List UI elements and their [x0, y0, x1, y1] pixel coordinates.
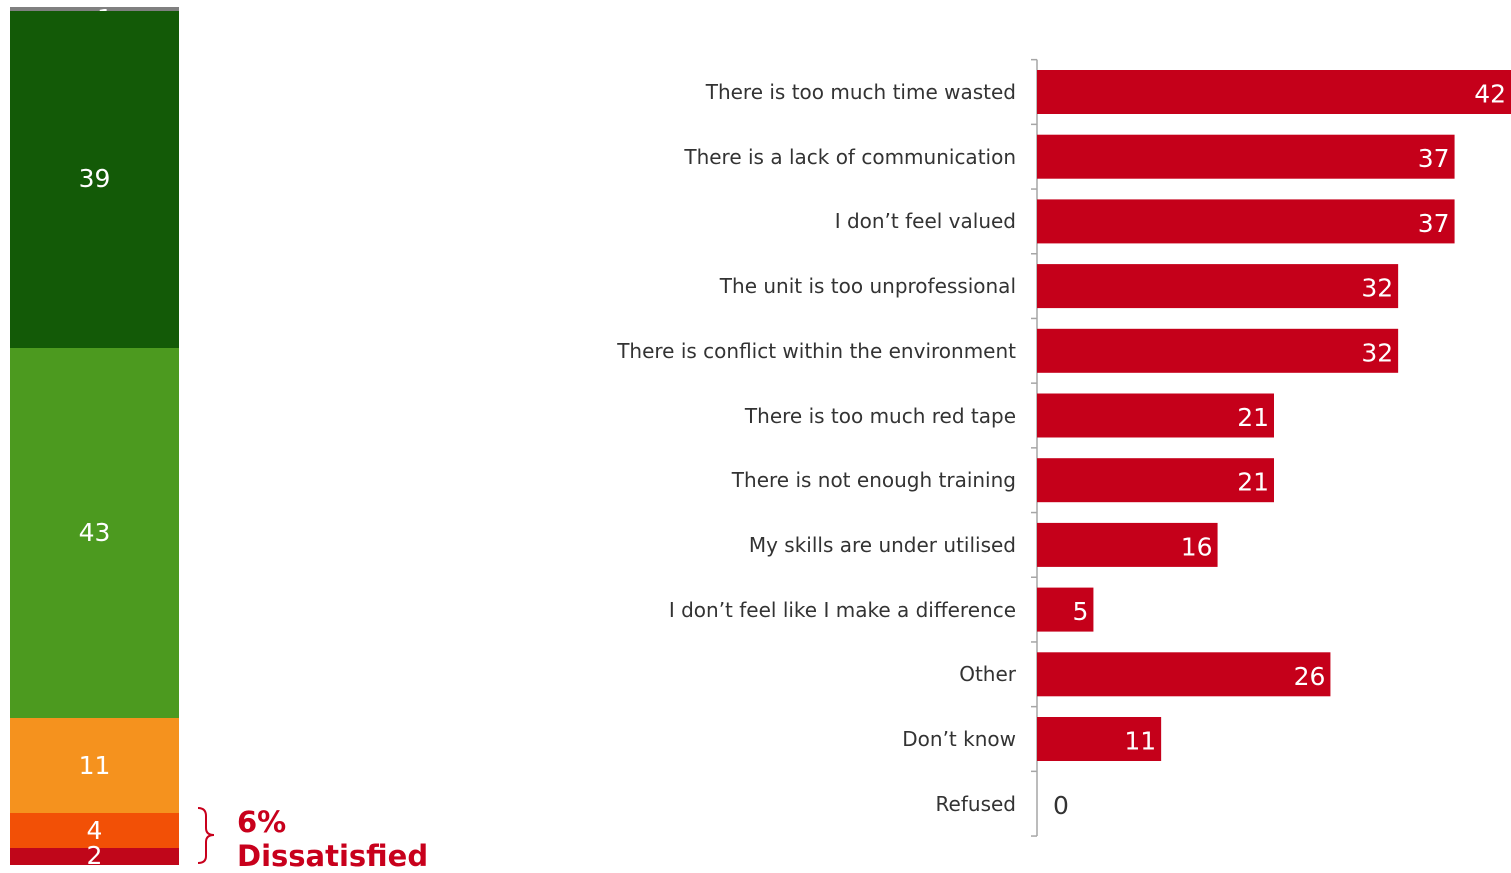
- stack-segment-label: 39: [78, 164, 111, 194]
- bar-value-label: 11: [1124, 727, 1156, 756]
- bar-value-label: 26: [1294, 662, 1326, 691]
- bar: [1037, 70, 1511, 114]
- stack-segment-label: 2: [86, 841, 103, 871]
- category-label: Don’t know: [902, 727, 1016, 751]
- bar-value-label: 37: [1418, 209, 1450, 238]
- bar-value-label: 42: [1474, 80, 1506, 109]
- bar-value-label: 37: [1418, 144, 1450, 173]
- stack-segment-label: 11: [78, 750, 111, 780]
- bar: [1037, 522, 1218, 567]
- bar-value-label: 0: [1053, 791, 1069, 820]
- bar: [1037, 264, 1399, 309]
- bar: [1037, 328, 1399, 373]
- bar: [1037, 652, 1331, 697]
- stack-segment-label: 4: [86, 815, 103, 845]
- dissatisfied-percent: 6%: [237, 805, 287, 839]
- bar-value-label: 16: [1181, 532, 1213, 561]
- stack-segment: [10, 718, 179, 814]
- bar: [1037, 393, 1274, 438]
- bar-value-label: 5: [1073, 597, 1089, 626]
- bar-value-label: 32: [1361, 274, 1393, 303]
- bar-value-label: 21: [1237, 468, 1269, 497]
- bar: [1037, 458, 1274, 503]
- stack-segment: [10, 347, 179, 719]
- dissatisfied-annotation: 6% Dissatisfied: [237, 805, 428, 873]
- category-label: The unit is too unprofessional: [719, 274, 1016, 299]
- bar-value-label: 32: [1361, 338, 1393, 367]
- category-label: There is too much time wasted: [705, 80, 1016, 104]
- stack-segment-label: 43: [78, 518, 111, 547]
- bar: [1037, 199, 1455, 244]
- stack-segment: [10, 7, 179, 12]
- category-label: I don’t feel valued: [834, 209, 1016, 234]
- category-label: There is not enough training: [731, 468, 1016, 493]
- stack-segment: [10, 813, 179, 848]
- category-label: Refused: [935, 791, 1016, 816]
- bar: [1037, 587, 1094, 632]
- stack-segment: [10, 11, 179, 348]
- category-label: I don’t feel like I make a difference: [668, 597, 1016, 622]
- bar: [1037, 134, 1455, 179]
- category-label: There is conflict within the environment: [617, 338, 1016, 363]
- dissatisfied-text: Dissatisfied: [237, 839, 429, 873]
- category-label: There is too much red tape: [744, 403, 1016, 428]
- category-label: My skills are under utilised: [748, 532, 1016, 557]
- category-label: There is a lack of communication: [684, 144, 1016, 169]
- stack-segment: [10, 847, 179, 865]
- dissatisfied-brace: [197, 807, 215, 864]
- bar: [1037, 717, 1162, 761]
- bar-value-label: 21: [1237, 403, 1269, 432]
- category-label: Other: [959, 662, 1016, 687]
- satisfaction-stacked-bar: <139431142: [10, 0, 179, 870]
